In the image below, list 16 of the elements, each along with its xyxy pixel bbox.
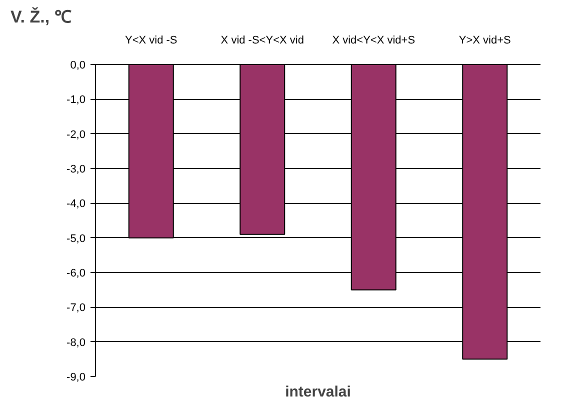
x-tick-label: X vid -S<Y<X vid	[220, 34, 304, 46]
y-tick-label: -5,0	[66, 232, 86, 245]
y-tick-label: -8,0	[66, 336, 86, 349]
y-tick-label: -6,0	[66, 268, 86, 280]
x-tick-label: X vid<Y<X vid+S	[332, 34, 416, 46]
x-tick-label: Y>X vid+S	[458, 34, 511, 46]
y-tick-label: -9,0	[66, 372, 86, 384]
y-tick-label: -2,0	[66, 128, 86, 141]
y-axis-title: V. Ž., ℃	[10, 6, 72, 26]
y-tick-label: -4,0	[66, 198, 86, 210]
y-tick-label: -1,0	[66, 94, 86, 106]
x-tick-label: Y<X vid -S	[124, 34, 178, 46]
y-tick-label: -7,0	[66, 302, 86, 314]
x-axis-title: intervalai	[285, 384, 351, 400]
y-tick-label: 0,0	[70, 60, 86, 72]
y-tick-label: -3,0	[66, 164, 86, 176]
